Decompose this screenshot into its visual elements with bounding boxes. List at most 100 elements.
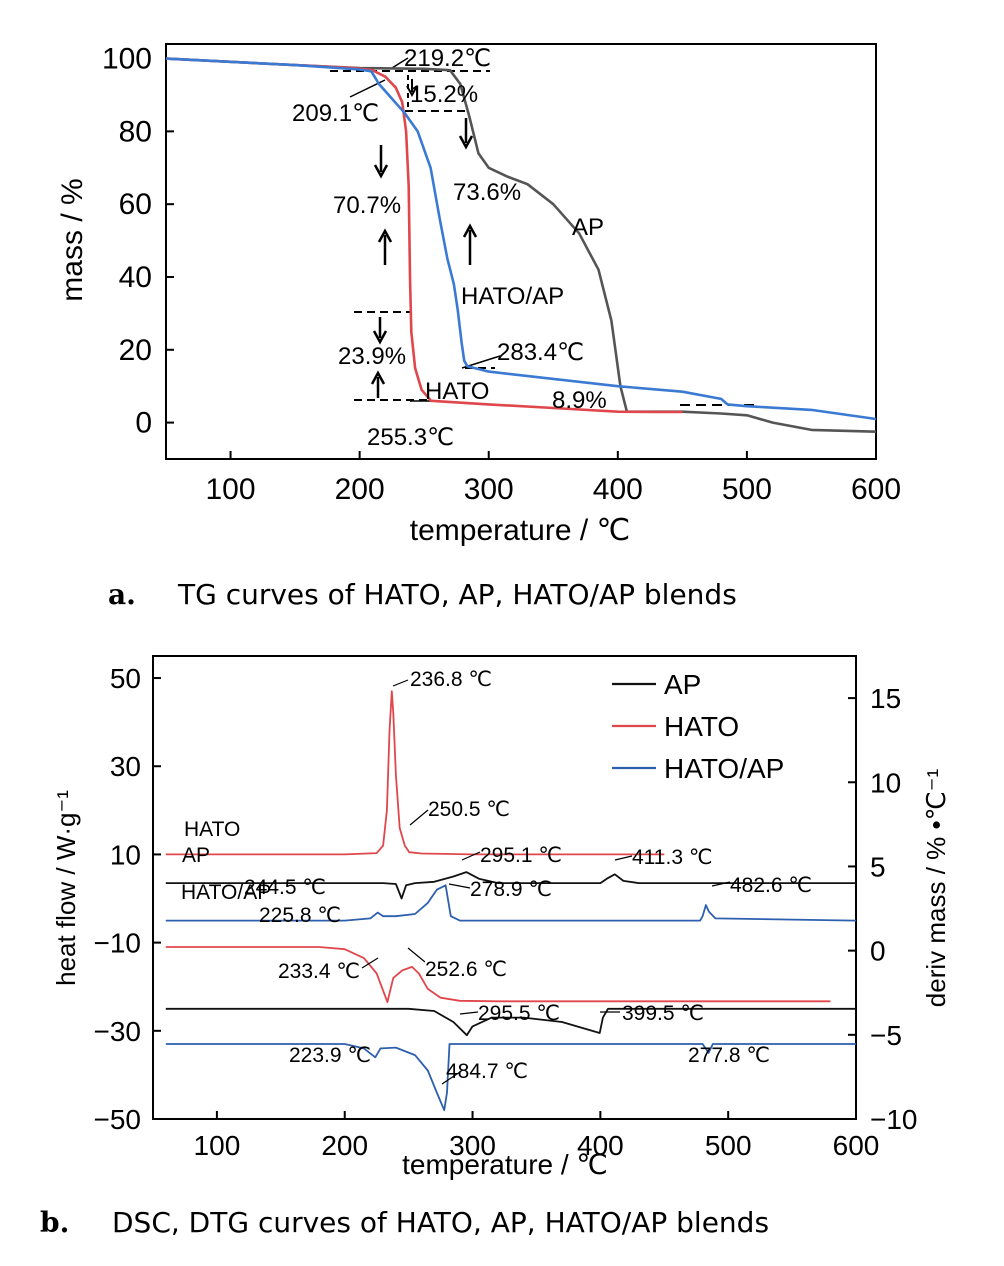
dsc-leader-lines	[361, 679, 731, 1085]
dsc-annotation: 277.8 ℃	[688, 1044, 770, 1067]
dtg-y-tick-label: 5	[870, 851, 886, 882]
dsc-y-tick-label: 50	[110, 663, 141, 694]
dsc-y-axis-label: heat flow / W·g⁻¹	[51, 790, 81, 986]
dsc-annotation: 278.9 ℃	[470, 878, 552, 901]
tg-x-tick-label: 200	[335, 473, 385, 506]
tg-annotation: 73.6%	[453, 179, 521, 206]
dsc-y-tick-label: 10	[110, 839, 141, 870]
tg-y-tick-label: 40	[119, 261, 152, 294]
dsc-series-dsc-hato-ap	[165, 884, 857, 922]
tg-annotation: 209.1℃	[292, 100, 379, 127]
tg-series-ap	[165, 57, 877, 433]
tg-x-ticks: 100 200 300 400 500 600	[206, 451, 901, 506]
tg-annotation: 23.9%	[338, 343, 406, 370]
tg-annotation: 15.2%	[410, 81, 478, 108]
dsc-x-tick-label: 600	[833, 1130, 880, 1161]
tg-annotation: 255.3℃	[367, 424, 454, 451]
dtg-y-tick-label: −5	[870, 1020, 902, 1051]
dsc-series-dtg-ap	[165, 1007, 856, 1037]
tg-annotation: 70.7%	[333, 192, 401, 219]
dsc-dtg-series	[165, 690, 857, 1112]
dtg-y-tick-label: 0	[870, 936, 886, 967]
dsc-annotation: 223.9 ℃	[289, 1044, 371, 1067]
legend-label: HATO/AP	[664, 753, 784, 784]
dtg-y-tick-label: −10	[870, 1104, 918, 1135]
dsc-y-tick-label: 30	[110, 751, 141, 782]
caption-b-letter: b.	[40, 1206, 69, 1239]
caption-a-text: TG curves of HATO, AP, HATO/AP blends	[177, 578, 737, 611]
dsc-series-dsc-ap	[165, 871, 856, 900]
tg-y-tick-label: 60	[119, 188, 152, 221]
tg-annotation: HATO	[425, 378, 489, 405]
tg-annotation: 283.4℃	[497, 339, 584, 366]
tg-chart: 100 200 300 400 500 600 0 20 40 60 80 100	[56, 43, 901, 547]
tg-guide-lines	[330, 57, 760, 406]
tg-plot-frame	[165, 43, 877, 460]
dsc-y-tick-label: −50	[94, 1104, 142, 1135]
dsc-annotation: 411.3 ℃	[632, 846, 712, 869]
tg-series-hato-ap	[165, 57, 877, 421]
dsc-x-ticks: 100 200 300 400 500 600	[194, 1111, 880, 1161]
dsc-annotation: 244.5 ℃	[244, 876, 326, 899]
tg-annotation: HATO/AP	[461, 283, 564, 310]
dsc-x-tick-label: 400	[577, 1130, 624, 1161]
tg-y-ticks: 0 20 40 60 80 100	[102, 43, 174, 440]
dsc-annotation: 399.5 ℃	[622, 1002, 704, 1025]
dsc-x-tick-label: 300	[449, 1130, 496, 1161]
tg-y-axis-label: mass / %	[56, 178, 89, 301]
dtg-y-ticks-right: 15 10 5 0 −5 −10	[848, 683, 918, 1135]
dsc-x-tick-label: 200	[321, 1130, 368, 1161]
dsc-curve-label: HATO	[184, 818, 240, 841]
dsc-annotation: 295.5 ℃	[478, 1002, 560, 1025]
tg-series-hato	[165, 57, 683, 414]
dsc-annotation: 482.6 ℃	[730, 874, 812, 897]
dsc-annotation: 295.1 ℃	[480, 844, 562, 867]
tg-series	[165, 57, 877, 433]
legend-label: HATO	[664, 711, 739, 742]
tg-arrows	[370, 79, 478, 398]
dtg-y-tick-label: 15	[870, 683, 901, 714]
tg-y-tick-label: 0	[135, 407, 152, 440]
tg-y-tick-label: 20	[119, 334, 152, 367]
dsc-annotation: 250.5 ℃	[428, 798, 510, 821]
tg-y-tick-label: 80	[119, 115, 152, 148]
legend-label: AP	[664, 669, 701, 700]
dsc-annotation: 252.6 ℃	[425, 958, 507, 981]
tg-y-tick-label: 100	[102, 43, 152, 76]
tg-x-axis-label: temperature / ℃	[410, 514, 630, 547]
dsc-x-tick-label: 100	[194, 1130, 241, 1161]
tg-annotation: 8.9%	[552, 387, 607, 414]
dsc-curve-label: HATO/AP	[181, 881, 271, 904]
dsc-series-dtg-hato	[165, 946, 831, 1003]
tg-x-tick-label: 600	[851, 473, 901, 506]
dsc-annotation: 225.8 ℃	[259, 904, 341, 927]
dsc-series-dtg-hato-ap	[165, 1043, 856, 1112]
dsc-y-ticks: 50 30 10 −10 −30 −50	[94, 663, 161, 1135]
dsc-plot-frame	[152, 655, 857, 1120]
dsc-annotation: 484.7 ℃	[446, 1060, 528, 1083]
tg-x-tick-label: 400	[593, 473, 643, 506]
dsc-curve-label: AP	[182, 844, 210, 867]
dsc-y-tick-label: −10	[94, 928, 142, 959]
dsc-annotation: 236.8 ℃	[410, 668, 492, 691]
tg-annotations: 219.2℃ 15.2% 209.1℃ 70.7% 73.6% AP HATO/AP 283.…	[292, 45, 607, 451]
dsc-y-tick-label: −30	[94, 1016, 142, 1047]
dsc-x-axis-label: temperature / ℃	[402, 1149, 608, 1180]
tg-x-tick-label: 100	[206, 473, 256, 506]
dtg-y-axis-label: deriv mass / % •℃⁻¹	[921, 768, 951, 1007]
dsc-annotation: 233.4 ℃	[278, 960, 360, 983]
dsc-annotations: 236.8 ℃ 250.5 ℃ 295.1 ℃ 411.3 ℃ 244.5 ℃ 278.9…	[181, 668, 812, 1083]
tg-annotation: AP	[572, 214, 604, 241]
caption-a-letter: a.	[108, 578, 136, 611]
dsc-x-tick-label: 500	[705, 1130, 752, 1161]
tg-annotation: 219.2℃	[404, 45, 491, 72]
dsc-series-dsc-hato	[165, 690, 665, 856]
tg-x-tick-label: 500	[722, 473, 772, 506]
caption-b-text: DSC, DTG curves of HATO, AP, HATO/AP ble…	[112, 1206, 769, 1239]
tg-x-tick-label: 300	[464, 473, 514, 506]
dtg-y-tick-label: 10	[870, 767, 901, 798]
dsc-legend: AP HATO HATO/AP	[612, 669, 784, 784]
